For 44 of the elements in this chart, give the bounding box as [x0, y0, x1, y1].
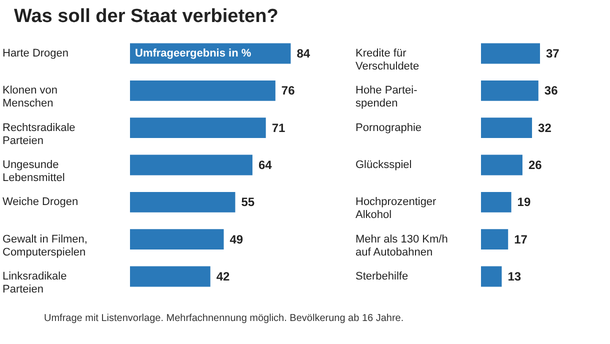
bar — [481, 118, 532, 138]
bar — [481, 154, 522, 176]
bar — [481, 43, 540, 64]
y-tick-label: Kredite für Verschuldete — [356, 48, 420, 73]
bar — [130, 154, 252, 176]
y-tick-label: Hochprozentiger Alkohol — [356, 196, 437, 222]
bar — [130, 266, 210, 287]
data-label: 19 — [517, 195, 531, 210]
data-label: 49 — [230, 232, 244, 246]
y-tick-label: Glücksspiel — [356, 159, 412, 171]
data-label: 84 — [296, 46, 310, 61]
y-tick-label: Klonen von Menschen — [2, 84, 58, 110]
data-label: 36 — [544, 84, 558, 98]
y-tick-label: Gewalt in Filmen, Computerspielen — [2, 233, 88, 258]
y-tick-label: Ungesunde Lebensmittel — [2, 159, 65, 184]
chart-title: Was soll der Staat verbieten? — [14, 6, 278, 28]
data-label: 17 — [514, 232, 528, 246]
annotation: Umfrageergebnis in % — [135, 48, 252, 60]
bar — [130, 229, 224, 250]
data-label: 71 — [272, 120, 286, 135]
y-tick-label: Mehr als 130 Km/h auf Autobahnen — [356, 233, 448, 258]
bar — [130, 80, 276, 101]
data-label: 76 — [281, 84, 296, 98]
data-label: 42 — [216, 269, 230, 284]
y-tick-label: Harte Drogen — [2, 48, 69, 60]
data-label: 32 — [538, 120, 552, 135]
y-tick-label: Hohe Partei- spenden — [356, 84, 418, 110]
bar — [481, 192, 512, 212]
data-label: 13 — [508, 269, 522, 284]
bar — [481, 266, 502, 287]
y-tick-label: Sterbehilfe — [356, 270, 408, 282]
text: Umfrage mit Listenvorlage. Mehrfachnennung möglich. Bevölkerung ab 16 Jahre. — [44, 312, 404, 325]
y-tick-label: Weiche Drogen — [2, 196, 78, 208]
data-label: 26 — [528, 158, 542, 172]
y-tick-label: Linksradikale Parteien — [2, 270, 67, 296]
y-tick-label: Pornographie — [356, 122, 422, 134]
bar — [130, 192, 236, 212]
data-label: 55 — [241, 195, 255, 210]
bar — [481, 80, 538, 101]
data-label: 64 — [258, 158, 272, 172]
bar — [481, 229, 508, 250]
bar — [130, 118, 266, 138]
data-label: 37 — [546, 46, 560, 61]
y-tick-label: Rechtsradikale Parteien — [2, 122, 76, 147]
